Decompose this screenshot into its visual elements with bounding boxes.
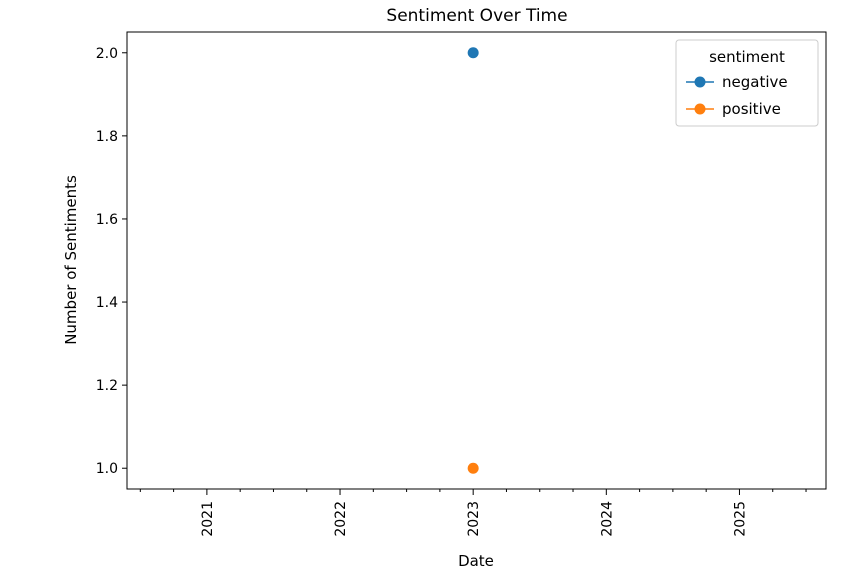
legend-title: sentiment bbox=[709, 48, 785, 66]
data-point-positive bbox=[467, 462, 479, 474]
y-tick-label: 1.8 bbox=[96, 129, 118, 145]
x-tick-label: 2024 bbox=[599, 501, 615, 537]
x-tick-label: 2023 bbox=[466, 501, 482, 537]
legend-marker-negative bbox=[694, 76, 706, 88]
data-point-negative bbox=[467, 47, 479, 59]
series-layer bbox=[467, 47, 479, 474]
y-tick-label: 1.2 bbox=[96, 378, 118, 394]
x-tick-label: 2022 bbox=[333, 501, 349, 537]
y-tick-label: 1.0 bbox=[96, 461, 118, 477]
legend-frame bbox=[675, 39, 819, 127]
legend-label-positive: positive bbox=[722, 100, 781, 118]
x-tick-label: 2025 bbox=[732, 501, 748, 537]
legend-marker-positive bbox=[694, 103, 706, 115]
y-tick-label: 1.4 bbox=[96, 295, 118, 311]
y-tick-label: 2.0 bbox=[96, 46, 118, 62]
plot-area bbox=[126, 31, 827, 490]
legend: sentiment negative positive bbox=[675, 39, 819, 127]
legend-label-negative: negative bbox=[722, 73, 788, 91]
y-axis: 1.0 1.2 1.4 1.6 1.8 2.0 bbox=[96, 46, 127, 477]
x-axis: 2021 2022 2023 2024 2025 bbox=[139, 489, 807, 537]
y-axis-label: Number of Sentiments bbox=[62, 175, 80, 345]
x-axis-label: Date bbox=[458, 552, 494, 570]
y-tick-label: 1.6 bbox=[96, 212, 118, 228]
x-tick-label: 2021 bbox=[200, 501, 216, 537]
chart-title: Sentiment Over Time bbox=[386, 6, 567, 26]
